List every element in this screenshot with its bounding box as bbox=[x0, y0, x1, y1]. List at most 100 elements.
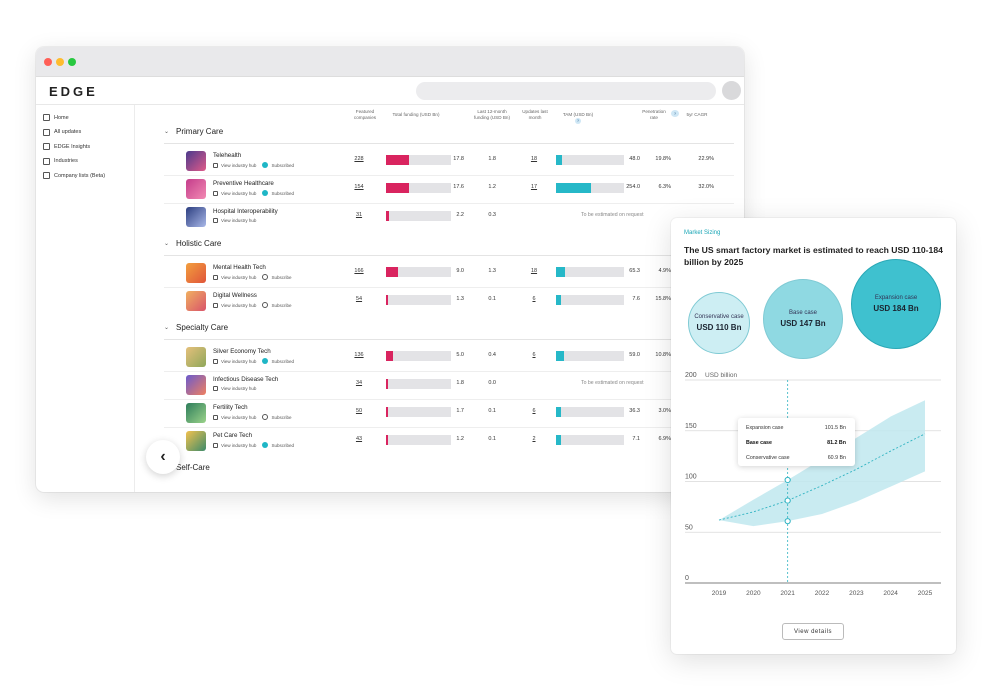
sidebar-item-all-updates[interactable]: All updates bbox=[43, 128, 81, 136]
insights-icon bbox=[43, 143, 50, 150]
view-industry-hub-link[interactable]: View industry hub bbox=[221, 190, 257, 196]
sidebar-item-edge-insights[interactable]: EDGE Insights bbox=[43, 143, 90, 150]
funding-bar-fill bbox=[386, 435, 388, 445]
industry-name[interactable]: Preventive Healthcare bbox=[213, 180, 274, 187]
close-window-icon[interactable] bbox=[44, 58, 52, 66]
back-arrow-button[interactable]: ‹ bbox=[146, 440, 180, 474]
check-circle-icon[interactable] bbox=[262, 190, 269, 196]
check-circle-icon[interactable] bbox=[262, 162, 269, 168]
last12-value: 1.2 bbox=[488, 184, 496, 190]
industry-name[interactable]: Fertility Tech bbox=[213, 404, 248, 411]
sidebar-item-industries[interactable]: Industries bbox=[43, 157, 78, 165]
plus-circle-icon[interactable] bbox=[262, 414, 269, 420]
featured-companies-link[interactable]: 50 bbox=[355, 408, 363, 414]
subscribe-status[interactable]: Subscribed bbox=[271, 190, 294, 196]
industry-name[interactable]: Hospital Interoperability bbox=[213, 208, 278, 215]
sidebar-item-home[interactable]: Home bbox=[43, 114, 69, 121]
section-holistic-care[interactable]: ⌄ Holistic Care bbox=[164, 239, 221, 248]
row-actions: View industry hub Subscribed bbox=[213, 358, 294, 364]
updates-link[interactable]: 6 bbox=[532, 352, 536, 358]
table-row[interactable]: Preventive Healthcare View industry hub Su… bbox=[136, 175, 744, 203]
featured-companies-link[interactable]: 31 bbox=[355, 212, 363, 218]
subscribe-status[interactable]: Subscribe bbox=[271, 302, 292, 308]
funding-bar bbox=[386, 155, 451, 165]
section-specialty-care[interactable]: ⌄ Specialty Care bbox=[164, 323, 228, 332]
view-industry-hub-link[interactable]: View industry hub bbox=[221, 414, 257, 420]
subscribe-status[interactable]: Subscribed bbox=[271, 442, 294, 448]
subscribe-status[interactable]: Subscribe bbox=[271, 274, 292, 280]
penetration-value: 15.8% bbox=[655, 296, 671, 302]
updates-link[interactable]: 17 bbox=[530, 184, 538, 190]
industry-name[interactable]: Telehealth bbox=[213, 152, 242, 159]
maximize-window-icon[interactable] bbox=[68, 58, 76, 66]
sidebar-item-company-lists-beta-[interactable]: Company lists (Beta) bbox=[43, 172, 105, 179]
table-row[interactable]: Hospital Interoperability View industry h… bbox=[136, 203, 744, 231]
featured-companies-link[interactable]: 43 bbox=[355, 436, 363, 442]
industry-name[interactable]: Digital Wellness bbox=[213, 292, 257, 299]
chevron-down-icon[interactable]: ⌄ bbox=[164, 241, 170, 247]
industry-name[interactable]: Pet Care Tech bbox=[213, 432, 253, 439]
edge-logo[interactable]: EDGE bbox=[49, 84, 98, 99]
subscribe-status[interactable]: Subscribed bbox=[271, 162, 294, 168]
table-row[interactable]: Fertility Tech View industry hub Subscribe… bbox=[136, 399, 744, 427]
penetration-help-icon[interactable]: ? bbox=[671, 110, 679, 117]
industry-thumbnail bbox=[186, 207, 206, 227]
penetration-value: 3.0% bbox=[658, 408, 671, 414]
updates-link[interactable]: 6 bbox=[532, 408, 536, 414]
industry-name[interactable]: Mental Health Tech bbox=[213, 264, 266, 271]
funding-value: 5.0 bbox=[456, 352, 464, 358]
col-cagr[interactable]: 5yr CAGR bbox=[686, 112, 708, 117]
col-updates-last-month[interactable]: Updates last month bbox=[522, 109, 548, 120]
view-industry-hub-link[interactable]: View industry hub bbox=[221, 386, 257, 391]
search-input[interactable] bbox=[416, 82, 716, 100]
subscribe-status[interactable]: Subscribed bbox=[271, 358, 294, 364]
plus-circle-icon[interactable] bbox=[262, 274, 269, 280]
updates-link[interactable]: 18 bbox=[530, 268, 538, 274]
chevron-down-icon[interactable]: ⌄ bbox=[164, 325, 170, 331]
plus-circle-icon[interactable] bbox=[262, 302, 269, 308]
row-actions: View industry hub Subscribed bbox=[213, 442, 294, 448]
featured-companies-link[interactable]: 166 bbox=[354, 268, 364, 274]
table-row[interactable]: Infectious Disease Tech View industry hub… bbox=[136, 371, 744, 399]
updates-link[interactable]: 18 bbox=[530, 156, 538, 162]
featured-companies-link[interactable]: 34 bbox=[355, 380, 363, 386]
table-row[interactable]: Digital Wellness View industry hub Subscri… bbox=[136, 287, 744, 315]
tam-help-icon[interactable]: ? bbox=[575, 117, 581, 124]
tam-bar bbox=[556, 183, 624, 193]
table-row[interactable]: Telehealth View industry hub Subscribed 228… bbox=[136, 147, 744, 175]
view-industry-hub-link[interactable]: View industry hub bbox=[221, 162, 257, 168]
col-last12-funding[interactable]: Last 12-month funding (USD Bn) bbox=[473, 109, 510, 120]
table-row[interactable]: Silver Economy Tech View industry hub Subs… bbox=[136, 343, 744, 371]
check-circle-icon[interactable] bbox=[262, 358, 269, 364]
section-title: Self-Care bbox=[176, 463, 210, 472]
chevron-down-icon[interactable]: ⌄ bbox=[164, 129, 170, 135]
view-industry-hub-link[interactable]: View industry hub bbox=[221, 302, 257, 308]
subscribe-status[interactable]: Subscribe bbox=[271, 414, 292, 420]
minimize-window-icon[interactable] bbox=[56, 58, 64, 66]
view-industry-hub-link[interactable]: View industry hub bbox=[221, 274, 257, 280]
tam-bar-fill bbox=[556, 267, 565, 277]
industry-thumbnail bbox=[186, 403, 206, 423]
row-divider bbox=[164, 203, 734, 204]
featured-companies-link[interactable]: 228 bbox=[354, 156, 364, 162]
featured-companies-link[interactable]: 54 bbox=[355, 296, 363, 302]
featured-companies-link[interactable]: 136 bbox=[354, 352, 364, 358]
updates-link[interactable]: 2 bbox=[532, 436, 536, 442]
table-row[interactable]: Mental Health Tech View industry hub Subsc… bbox=[136, 259, 744, 287]
view-industry-hub-link[interactable]: View industry hub bbox=[221, 218, 257, 223]
section-primary-care[interactable]: ⌄ Primary Care bbox=[164, 127, 223, 136]
col-featured-companies[interactable]: Featured companies bbox=[353, 109, 377, 120]
view-industry-hub-link[interactable]: View industry hub bbox=[221, 358, 257, 364]
view-details-button[interactable]: View details bbox=[782, 623, 844, 640]
industry-name[interactable]: Infectious Disease Tech bbox=[213, 376, 279, 383]
col-tam[interactable]: TAM (USD Bn) ? bbox=[560, 112, 596, 124]
col-penetration-rate[interactable]: Penetration rate bbox=[636, 109, 672, 120]
industry-name[interactable]: Silver Economy Tech bbox=[213, 348, 271, 355]
col-total-funding[interactable]: Total funding (USD Bn) bbox=[392, 112, 440, 117]
check-circle-icon[interactable] bbox=[262, 442, 269, 448]
updates-link[interactable]: 6 bbox=[532, 296, 536, 302]
avatar[interactable] bbox=[722, 81, 741, 100]
table-row[interactable]: Pet Care Tech View industry hub Subscribed… bbox=[136, 427, 744, 455]
view-industry-hub-link[interactable]: View industry hub bbox=[221, 442, 257, 448]
featured-companies-link[interactable]: 154 bbox=[354, 184, 364, 190]
